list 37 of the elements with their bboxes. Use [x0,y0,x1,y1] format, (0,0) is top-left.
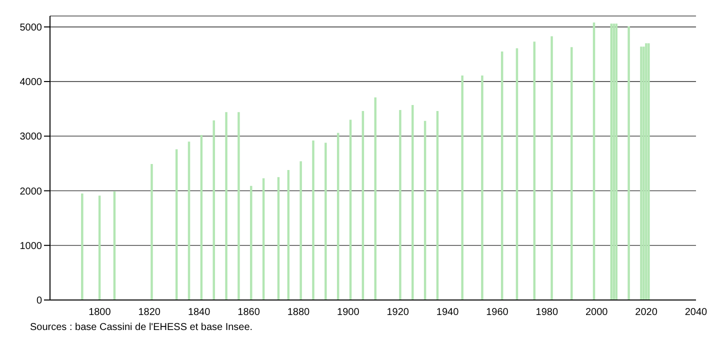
bar [150,164,153,300]
x-tick-label: 2020 [635,307,658,318]
x-tick-label: 1880 [287,307,310,318]
bar [399,110,402,300]
bar [640,46,642,300]
x-tick-label: 1820 [138,307,161,318]
x-tick-label: 1980 [536,307,558,318]
x-tick-label: 1940 [436,307,460,318]
x-tick-label: 1900 [337,307,360,318]
bar [300,161,302,300]
y-tick-label: 4000 [20,77,42,88]
x-tick-label: 1960 [486,307,509,318]
bar [550,36,553,300]
x-tick-label: 1860 [238,307,260,318]
x-tick-label: 2000 [585,307,608,318]
x-tick-label: 1840 [188,307,211,318]
bar [212,120,215,300]
bar [374,97,376,300]
x-tick-label: 2040 [684,307,708,318]
y-tick-label: 2000 [20,186,42,198]
y-tick-label: 5000 [20,22,42,34]
source-note: Sources : base Cassini de l'EHESS et base Insee. [30,322,254,333]
x-tick-label: 1920 [386,307,410,318]
bar [628,26,630,300]
bar [81,194,84,300]
y-tick-label: 3000 [20,132,42,143]
bar [570,47,573,300]
y-tick-label: 1000 [20,240,42,252]
bar [481,76,484,300]
bar [225,112,228,300]
bar [312,140,314,300]
x-tick-label: 1800 [88,307,112,318]
bar [461,76,464,300]
y-tick-label: 0 [36,296,42,307]
bar [324,142,327,300]
bar [648,43,650,300]
bar [238,112,240,300]
